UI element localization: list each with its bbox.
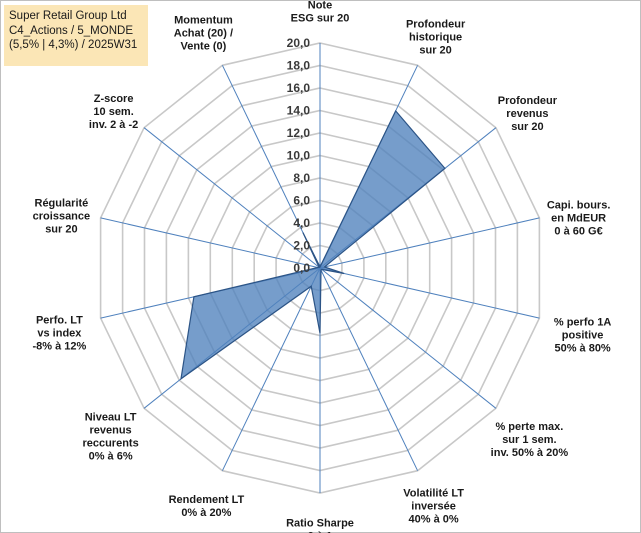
axis-label-line: ESG sur 20: [291, 13, 350, 25]
axis-label-line: Rendement LT: [169, 494, 245, 506]
axis-label-line: en MdEUR: [551, 212, 606, 224]
tick-label-0: 0,0: [293, 261, 310, 275]
axis-label-line: 0% à 6%: [89, 451, 133, 463]
axis-line-8: [221, 267, 321, 471]
title-line-1: Super Retail Group Ltd: [9, 10, 127, 22]
axis-label-line: 0 à 1: [308, 531, 332, 533]
tick-label-4: 8,0: [293, 171, 310, 185]
axis-line-12: [143, 127, 321, 269]
axis-label-line: Régularité: [35, 197, 89, 209]
tick-label-6: 12,0: [287, 126, 311, 140]
axis-label-line: Niveau LT: [85, 412, 137, 424]
axis-label-line: Z-score: [94, 93, 134, 105]
axis-label-7: Ratio Sharpe0 à 1: [286, 518, 354, 533]
axis-label-line: positive: [562, 330, 604, 342]
tick-label-5: 10,0: [287, 149, 311, 163]
axis-line-3: [319, 217, 540, 269]
axis-label-line: revenus: [89, 425, 131, 437]
axis-label-line: inv. 2 à -2: [89, 119, 138, 131]
axis-label-line: Achat (20) /: [174, 27, 233, 39]
axis-label-line: reccurents: [82, 438, 138, 450]
axis-label-line: Volatilité LT: [403, 488, 464, 500]
tick-label-2: 4,0: [293, 216, 310, 230]
axis-label-line: sur 20: [511, 121, 543, 133]
axis-label-4: % perfo 1A positive 50% à 80%: [554, 317, 612, 355]
tick-label-10: 20,0: [287, 36, 311, 50]
axis-label-line: Capi. bours.: [547, 199, 611, 211]
tick-label-1: 2,0: [293, 239, 310, 253]
axis-label-1: Profondeur historique sur 20: [406, 18, 466, 56]
axis-label-9: Niveau LT revenus reccurents 0% à 6%: [82, 412, 138, 463]
tick-label-3: 6,0: [293, 194, 310, 208]
title-box: Super Retail Group Ltd C4_Actions / 5_MO…: [4, 5, 148, 66]
series-area-0: [180, 109, 446, 381]
axis-label-line: Ratio Sharpe: [286, 518, 354, 530]
axis-label-12: Z-score 10 sem. inv. 2 à -2: [89, 93, 138, 131]
axis-label-line: 40% à 0%: [409, 514, 459, 526]
axis-label-line: % perte max.: [495, 421, 563, 433]
title-line-2: C4_Actions / 5_MONDE: [9, 24, 133, 37]
axis-label-line: Profondeur: [498, 95, 558, 107]
tick-label-7: 14,0: [287, 104, 311, 118]
axis-label-0: Note ESG sur 20: [291, 0, 350, 25]
axis-label-layer: Note ESG sur 20 Profondeur historique sur 20…: [32, 0, 611, 533]
axis-label-line: historique: [409, 31, 462, 43]
axis-line-6: [319, 267, 419, 471]
tick-label-9: 18,0: [287, 59, 311, 73]
title-line-3: (5,5% | 4,3%) / 2025W31: [9, 39, 138, 51]
axis-label-line: Vente (0): [180, 40, 226, 52]
axis-label-line: 0 à 60 G€: [554, 225, 602, 237]
axis-label-10: Perfo. LT vs index -8% à 12%: [32, 315, 86, 353]
axis-label-line: sur 20: [419, 44, 451, 56]
axis-label-11: Régularité croissance sur 20: [33, 197, 90, 235]
axis-line-4: [319, 267, 540, 319]
axis-label-13: Momentum Achat (20) / Vente (0): [174, 14, 233, 52]
axis-label-line: sur 1 sem.: [502, 434, 556, 446]
tick-layer: 0,0 2,0 4,0 6,0 8,0 10,0 12,0 14,0 16,0 18,0 20,0: [287, 36, 311, 275]
axis-label-line: 10 sem.: [93, 106, 133, 118]
axis-label-line: 50% à 80%: [554, 343, 610, 355]
axis-label-line: inv. 50% à 20%: [491, 447, 569, 459]
axis-label-line: 0% à 20%: [181, 507, 231, 519]
axis-label-line: sur 20: [45, 223, 77, 235]
axis-label-line: Perfo. LT: [36, 315, 83, 327]
axis-label-line: Profondeur: [406, 18, 466, 30]
axis-label-line: Note: [308, 0, 332, 12]
axis-label-6: Volatilité LT inversée 40% à 0%: [403, 488, 464, 526]
axis-label-8: Rendement LT 0% à 20%: [169, 494, 245, 519]
axis-label-line: vs index: [37, 328, 82, 340]
axis-label-line: -8% à 12%: [32, 341, 86, 353]
series-layer: [180, 109, 446, 381]
axis-label-line: revenus: [506, 108, 548, 120]
axis-line-5: [319, 267, 497, 409]
axis-label-line: Momentum: [174, 14, 233, 26]
axis-label-2: Profondeur revenus sur 20: [498, 95, 558, 133]
axis-label-line: inversée: [411, 501, 456, 513]
axis-label-5: % perte max. sur 1 sem. inv. 50% à 20%: [491, 421, 569, 459]
tick-label-8: 16,0: [287, 81, 311, 95]
axis-label-3: Capi. bours. en MdEUR 0 à 60 G€: [547, 199, 611, 237]
axis-label-line: croissance: [33, 210, 90, 222]
axis-label-line: % perfo 1A: [554, 317, 612, 329]
axis-line-11: [100, 217, 321, 269]
